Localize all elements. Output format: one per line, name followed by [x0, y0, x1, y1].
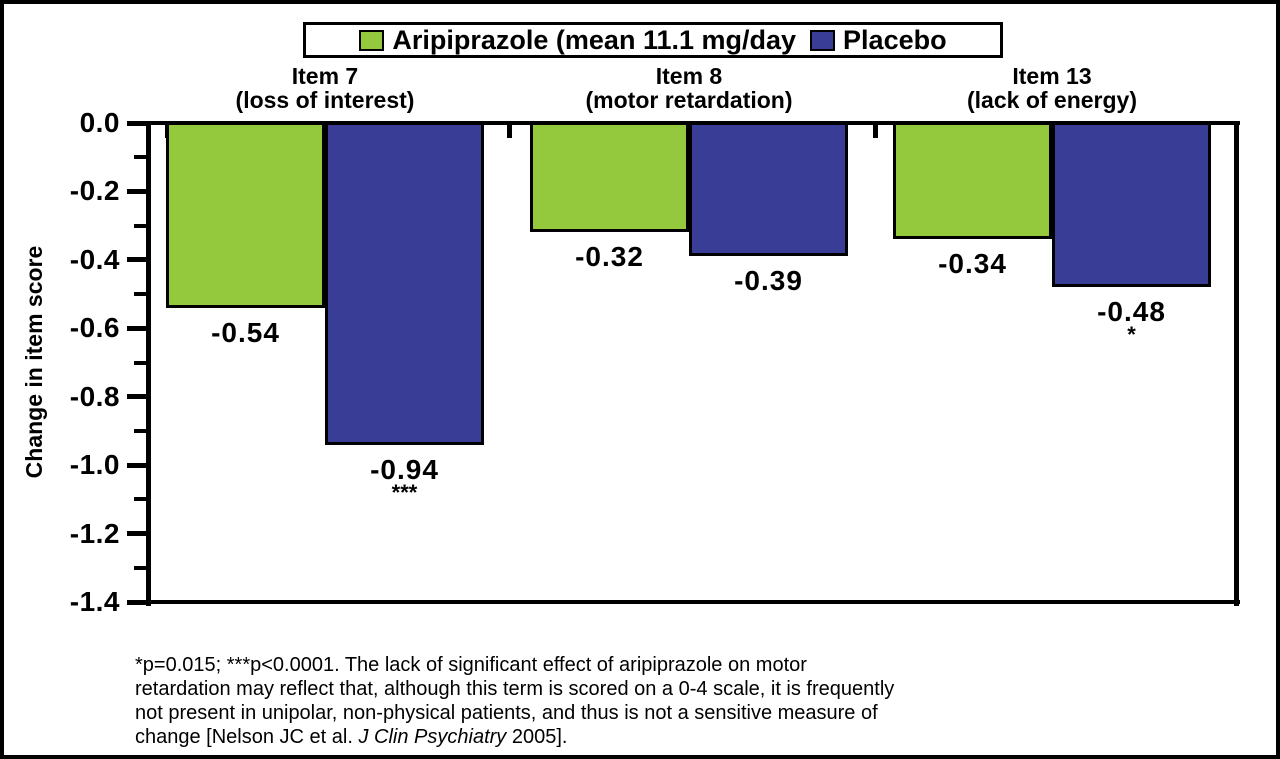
legend-swatch-aripiprazole-icon: [359, 29, 385, 51]
category-separator-tick: [507, 125, 512, 138]
category-header-line2: (lack of energy): [967, 87, 1137, 113]
footnote-citation-suffix: 2005].: [506, 726, 568, 748]
category-header: Item 7 (loss of interest): [165, 64, 485, 112]
bar-placebo: [325, 122, 484, 445]
category-header-line2: (loss of interest): [235, 87, 415, 113]
category-header: Item 13 (lack of energy): [892, 64, 1212, 112]
bar-significance-label: ***: [391, 480, 418, 505]
plot-right-border: [1234, 121, 1239, 606]
y-tick-label: -1.4: [69, 586, 120, 617]
legend: Aripiprazole (mean 11.1 mg/day Placebo: [303, 22, 1003, 58]
category-header-line1: Item 7: [291, 63, 359, 89]
footnote-journal-name: J Clin Psychiatry: [358, 726, 507, 748]
bar-value-label: -0.34: [938, 248, 1007, 279]
y-minor-tick: [134, 566, 146, 570]
category-header-line1: Item 8: [655, 63, 723, 89]
bar-value-label: -0.39: [734, 265, 803, 296]
footnote: *p=0.015; ***p<0.0001. The lack of signi…: [135, 653, 1225, 749]
legend-item-aripiprazole: Aripiprazole (mean 11.1 mg/day: [359, 24, 797, 55]
legend-label-aripiprazole: Aripiprazole (mean 11.1 mg/day: [392, 24, 797, 55]
bar-aripiprazole: [166, 122, 325, 308]
y-tick-label: 0.0: [79, 107, 120, 138]
bar-aripiprazole: [893, 122, 1052, 239]
y-minor-tick: [134, 361, 146, 365]
bar-placebo: [1052, 122, 1211, 287]
category-header: Item 8 (motor retardation): [529, 64, 849, 112]
bar-value-label: -0.54: [211, 317, 280, 348]
y-axis-title: Change in item score: [21, 245, 47, 479]
footnote-citation-prefix: change [Nelson JC et al.: [135, 726, 359, 748]
category-header-line1: Item 13: [1012, 63, 1092, 89]
y-minor-tick: [134, 429, 146, 433]
y-minor-tick: [134, 292, 146, 296]
y-major-tick: [127, 600, 146, 605]
y-axis-line: [146, 121, 151, 606]
category-header-line2: (motor retardation): [585, 87, 793, 113]
y-minor-tick: [134, 224, 146, 228]
y-major-tick: [127, 326, 146, 331]
legend-item-placebo: Placebo: [810, 24, 947, 55]
y-tick-label: -1.0: [69, 449, 120, 480]
category-separator-tick: [873, 125, 878, 138]
bar-placebo: [689, 122, 848, 256]
bar-significance-label: *: [1127, 322, 1136, 347]
y-major-tick: [127, 463, 146, 468]
y-tick-label: -1.2: [69, 518, 120, 549]
footnote-line: change [Nelson JC et al. J Clin Psychiat…: [135, 725, 1225, 749]
y-tick-label: -0.6: [69, 312, 120, 343]
bar-aripiprazole: [530, 122, 689, 232]
y-minor-tick: [134, 497, 146, 501]
y-tick-label: -0.2: [69, 175, 120, 206]
legend-swatch-placebo-icon: [810, 29, 836, 51]
legend-label-placebo: Placebo: [843, 24, 947, 55]
bar-value-label: -0.94: [370, 454, 439, 485]
footnote-line: *p=0.015; ***p<0.0001. The lack of signi…: [135, 654, 807, 676]
y-major-tick: [127, 121, 146, 126]
y-major-tick: [127, 394, 146, 399]
y-major-tick: [127, 189, 146, 194]
y-tick-label: -0.4: [69, 244, 120, 275]
bar-value-label: -0.48: [1097, 296, 1166, 327]
footnote-line: retardation may reflect that, although t…: [135, 678, 895, 700]
y-major-tick: [127, 257, 146, 262]
plot-bottom-border: [128, 600, 1240, 604]
y-tick-label: -0.8: [69, 381, 120, 412]
footnote-line: not present in unipolar, non-physical pa…: [135, 702, 878, 724]
bar-value-label: -0.32: [575, 241, 644, 272]
y-major-tick: [127, 531, 146, 536]
y-minor-tick: [134, 155, 146, 159]
